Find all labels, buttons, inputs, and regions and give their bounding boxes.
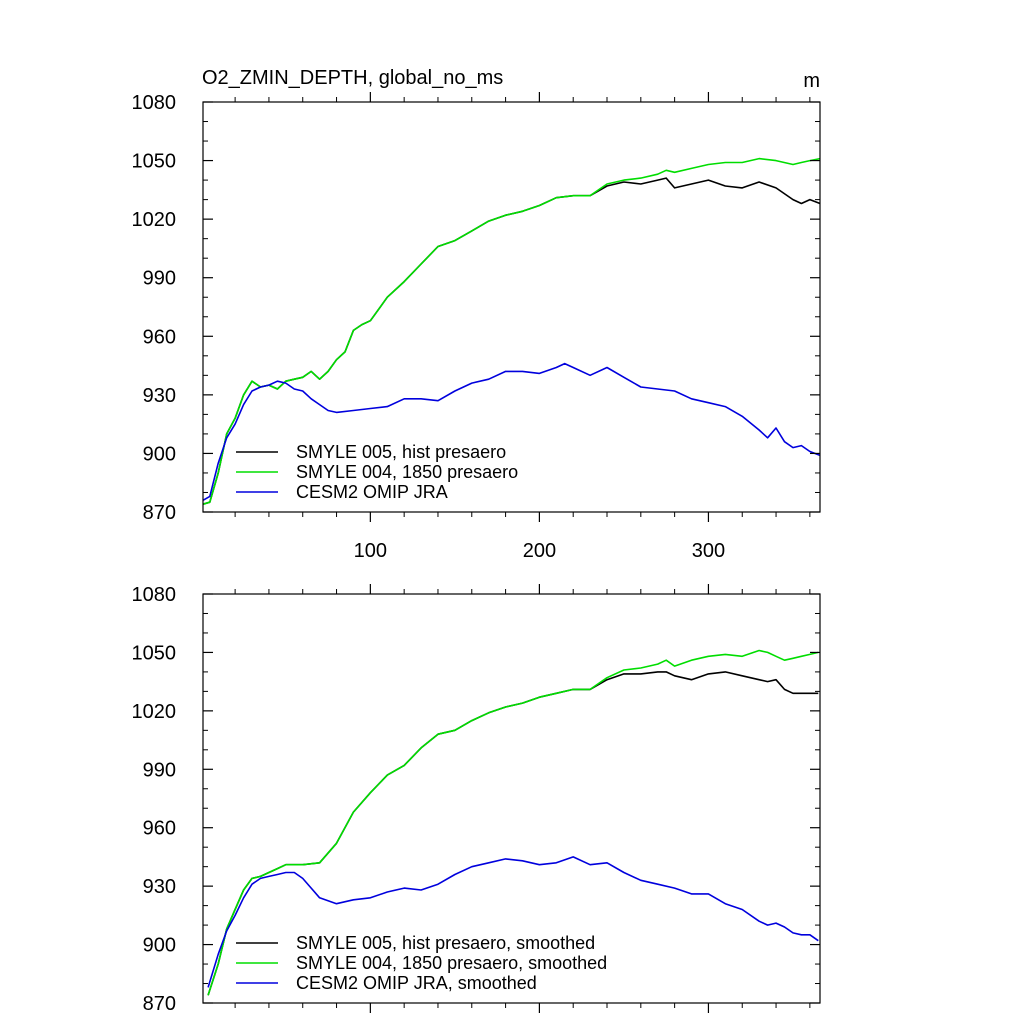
- y-tick-label: 900: [143, 443, 176, 465]
- legend-entry: CESM2 OMIP JRA: [296, 482, 448, 502]
- legend-entry: SMYLE 004, 1850 presaero: [296, 462, 518, 482]
- y-tick-label: 1020: [132, 701, 177, 723]
- legend-entry: SMYLE 004, 1850 presaero, smoothed: [296, 953, 607, 973]
- chart-title: O2_ZMIN_DEPTH, global_no_ms: [202, 67, 503, 89]
- series-line-3: [207, 856, 819, 988]
- y-tick-label: 1020: [132, 209, 177, 231]
- units-label: m: [803, 70, 820, 92]
- series-line-2: [202, 157, 821, 505]
- y-tick-label: 930: [143, 385, 176, 407]
- series-line-2: [207, 649, 819, 996]
- bottom-panel: 870 900 930 960 990 1020 1050 1080 SMYLE 005, hi…: [132, 584, 821, 1015]
- legend-entry: SMYLE 005, hist presaero: [296, 442, 506, 462]
- y-tick-label: 990: [143, 759, 176, 781]
- x-tick-label: 200: [523, 540, 556, 562]
- y-tick-label: 1080: [132, 584, 177, 606]
- y-tick-label: 990: [143, 268, 176, 290]
- y-tick-label: 1050: [132, 151, 177, 173]
- y-tick-label: 930: [143, 876, 176, 898]
- legend-entry: CESM2 OMIP JRA, smoothed: [296, 973, 537, 993]
- y-tick-label: 870: [143, 502, 176, 524]
- y-tick-label: 870: [143, 993, 176, 1015]
- y-tick-label: 900: [143, 935, 176, 957]
- plot-frame: [202, 593, 821, 1004]
- plot-frame: [202, 101, 821, 513]
- y-tick-label: 960: [143, 326, 176, 348]
- top-panel: O2_ZMIN_DEPTH, global_no_ms m 870 900 930 9…: [132, 67, 821, 562]
- legend-entry: SMYLE 005, hist presaero, smoothed: [296, 933, 595, 953]
- x-tick-label: 100: [354, 540, 387, 562]
- y-tick-label: 960: [143, 818, 176, 840]
- series-line-3: [202, 362, 821, 501]
- x-tick-label: 300: [692, 540, 725, 562]
- y-tick-label: 1050: [132, 642, 177, 664]
- y-tick-label: 1080: [132, 92, 177, 114]
